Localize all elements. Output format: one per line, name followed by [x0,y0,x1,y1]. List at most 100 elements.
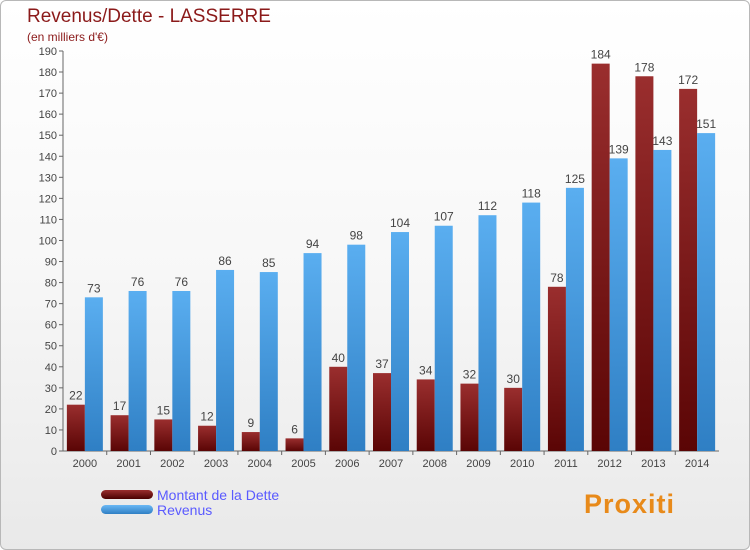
bar-revenus [565,187,584,451]
bar-dette [416,379,435,451]
y-tick-label: 50 [45,341,57,353]
bar-revenus [434,225,453,451]
data-label-revenus: 112 [478,199,497,213]
y-tick-label: 40 [45,362,57,374]
y-tick-label: 120 [39,193,57,205]
y-tick-label: 0 [51,446,57,458]
y-tick-label: 170 [39,88,57,100]
bar-revenus [478,215,497,451]
chart-title: Revenus/Dette - LASSERRE [27,6,271,27]
x-tick-label: 2003 [204,458,228,470]
bar-dette [241,432,260,451]
data-label-dette: 9 [247,416,254,430]
bar-dette [285,438,304,451]
bar-dette [373,373,391,451]
data-label-dette: 15 [157,403,171,417]
y-tick-label: 160 [39,109,57,121]
data-label-dette: 22 [69,389,83,403]
data-label-revenus: 98 [350,229,364,243]
bar-dette [329,366,348,451]
bars [66,63,716,452]
y-tick-label: 30 [45,383,57,395]
y-tick-label: 180 [39,67,57,79]
x-tick-label: 2014 [685,458,709,470]
data-label-revenus: 76 [175,275,189,289]
x-tick-label: 2000 [73,458,97,470]
logo-text: Proxiti [584,489,676,519]
data-label-revenus: 125 [565,172,585,186]
x-tick-label: 2013 [641,458,665,470]
bar-revenus [259,272,278,451]
bar-revenus [653,149,672,451]
y-tick-label: 60 [45,320,57,332]
y-tick-label: 20 [45,404,57,416]
x-tick-label: 2009 [466,458,490,470]
bar-dette [679,88,698,451]
bar-revenus [303,253,322,451]
bar-revenus [172,291,191,451]
x-tick-label: 2012 [597,458,621,470]
bar-revenus [347,244,366,451]
data-label-dette: 78 [550,271,564,285]
data-labels: 22 17 15 12 9 6 40 37 34 32 30 78 184 178 172 73 76 76 86 8… [69,48,716,437]
data-label-dette: 30 [507,372,521,386]
data-label-revenus: 118 [522,187,541,201]
bar-revenus [391,232,409,451]
x-tick-label: 2011 [554,458,578,470]
bar-revenus [522,202,541,451]
bar-dette [591,63,610,451]
data-label-dette: 40 [332,351,346,365]
data-label-revenus: 104 [390,216,410,230]
bar-dette [635,76,654,452]
data-label-revenus: 94 [306,237,320,251]
data-label-dette: 6 [291,422,298,436]
chart-subtitle: (en milliers d'€) [27,30,108,44]
data-label-dette: 37 [375,357,389,371]
bar-dette [504,387,523,451]
bar-dette [198,425,217,451]
y-tick-label: 140 [39,151,57,163]
bar-revenus [216,269,235,451]
legend-label-revenus: Revenus [157,502,213,518]
data-label-revenus: 76 [131,275,145,289]
bar-revenus [128,291,147,451]
data-label-dette: 34 [419,363,433,377]
data-label-revenus: 86 [218,254,232,268]
x-tick-label: 2005 [291,458,315,470]
bar-dette [154,419,173,451]
x-tick-label: 2006 [335,458,359,470]
bar-dette [547,286,566,451]
x-tick-label: 2007 [379,458,403,470]
data-label-revenus: 139 [609,142,629,156]
y-tick-label: 100 [39,235,57,247]
bar-revenus [84,297,103,451]
data-label-revenus: 151 [696,117,716,131]
data-label-dette: 32 [463,368,477,382]
y-tick-label: 190 [39,46,57,58]
data-label-revenus: 85 [262,256,276,270]
legend-label-dette: Montant de la Dette [157,487,280,503]
bar-dette [110,415,129,451]
legend-swatch-revenus [101,505,153,514]
data-label-dette: 12 [200,410,214,424]
x-tick-label: 2004 [248,458,272,470]
legend-swatch-dette [101,490,153,499]
y-tick-label: 70 [45,299,57,311]
bar-dette [460,383,479,451]
data-label-revenus: 143 [652,134,672,148]
y-tick-label: 80 [45,278,57,290]
x-tick-label: 2008 [422,458,446,470]
y-tick-label: 10 [45,425,57,437]
x-tick-label: 2002 [160,458,184,470]
y-tick-label: 90 [45,257,57,269]
data-label-dette: 17 [113,399,127,413]
y-tick-label: 130 [39,172,57,184]
x-tick-label: 2001 [116,458,140,470]
data-label-revenus: 107 [434,210,454,224]
y-tick-label: 110 [39,214,57,226]
bar-revenus [697,133,716,451]
data-label-dette: 172 [678,73,698,87]
data-label-revenus: 73 [87,281,101,295]
